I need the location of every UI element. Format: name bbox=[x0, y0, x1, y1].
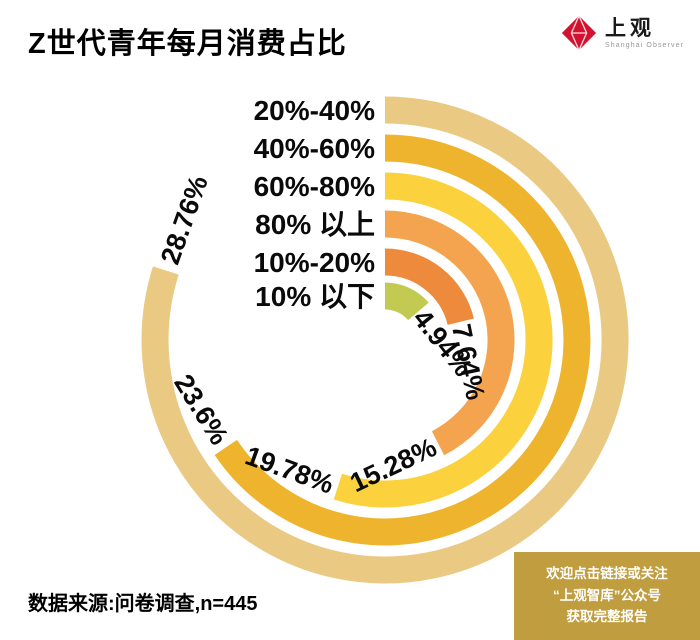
category-label-2: 60%-80% bbox=[254, 171, 376, 202]
value-label-0: 28.76% bbox=[155, 172, 214, 268]
arc-ring-1 bbox=[214, 134, 591, 546]
gem-icon bbox=[561, 15, 597, 51]
arc-ring-0 bbox=[141, 96, 629, 584]
logo-subtitle: Shanghai Observer bbox=[604, 42, 684, 50]
arc-ring-3 bbox=[384, 210, 515, 456]
page-title: Z世代青年每月消费占比 bbox=[28, 28, 347, 60]
promo-line: “上观智库”公众号 bbox=[553, 587, 661, 603]
arc-ring-4 bbox=[384, 248, 474, 326]
category-label-1: 40%-60% bbox=[254, 133, 376, 164]
promo-line: 获取完整报告 bbox=[566, 609, 648, 625]
arc-ring-5 bbox=[384, 282, 429, 321]
promo-box: 欢迎点击链接或关注 “上观智库”公众号 获取完整报告 bbox=[514, 552, 700, 640]
shanghai-observer-logo: 上观 Shanghai Observer bbox=[560, 14, 684, 52]
category-label-3: 80% 以上 bbox=[255, 209, 375, 240]
category-label-4: 10%-20% bbox=[254, 247, 376, 278]
category-label-0: 20%-40% bbox=[254, 95, 376, 126]
arc-ring-2 bbox=[333, 172, 553, 508]
data-source: 数据来源:问卷调查,n=445 bbox=[28, 593, 258, 615]
logo-name: 上观 bbox=[604, 16, 655, 40]
category-label-5: 10% 以下 bbox=[255, 281, 375, 312]
promo-line: 欢迎点击链接或关注 bbox=[546, 566, 668, 582]
